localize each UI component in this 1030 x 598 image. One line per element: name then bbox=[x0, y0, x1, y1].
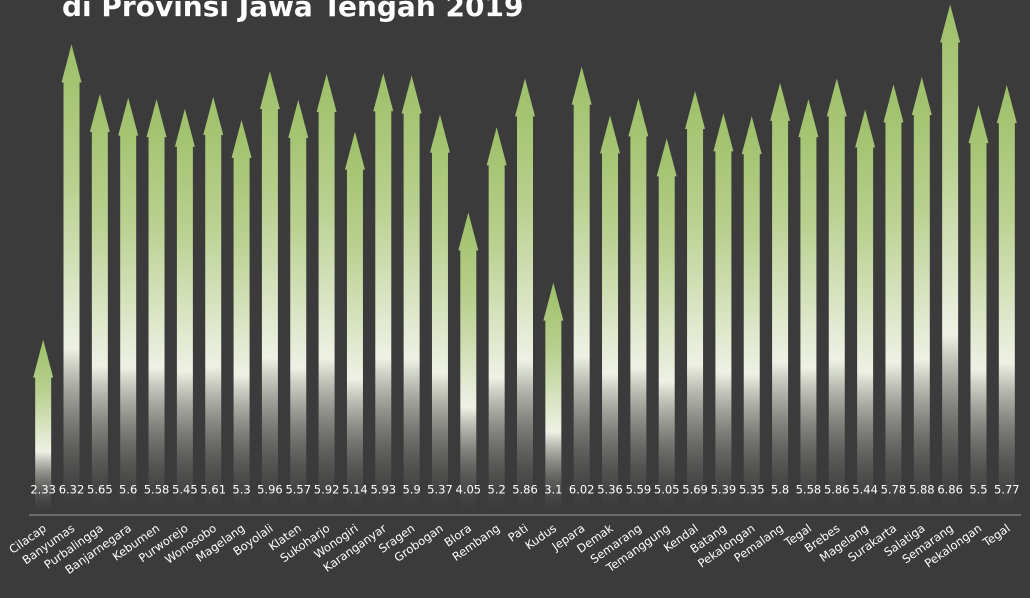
value-label: 2.33 bbox=[30, 483, 56, 497]
arrow-bar bbox=[515, 78, 535, 513]
arrow-bar bbox=[373, 73, 394, 512]
arrow-bar bbox=[146, 99, 167, 513]
arrow-bar bbox=[600, 115, 621, 512]
arrow-bar bbox=[231, 119, 252, 513]
value-label: 5.05 bbox=[654, 483, 680, 497]
value-label: 5.69 bbox=[682, 483, 708, 497]
arrow-bar bbox=[656, 138, 677, 512]
arrow-bar bbox=[940, 4, 961, 513]
value-label: 5.78 bbox=[881, 483, 907, 497]
value-label: 4.05 bbox=[456, 483, 482, 497]
value-label: 5.39 bbox=[711, 483, 737, 497]
arrow-bar bbox=[798, 99, 819, 513]
arrow-bar bbox=[911, 76, 932, 513]
value-label: 5.9 bbox=[402, 483, 420, 497]
chart-title: di Provinsi Jawa Tengah 2019 bbox=[62, 0, 523, 23]
arrow-bar bbox=[33, 339, 54, 512]
arrow-bar bbox=[741, 116, 762, 512]
arrow-bar bbox=[344, 131, 365, 513]
arrow-bar bbox=[826, 78, 847, 513]
value-label: 5.88 bbox=[909, 483, 935, 497]
arrow-bar bbox=[770, 82, 791, 512]
arrow-bar bbox=[61, 44, 82, 512]
value-label: 5.57 bbox=[285, 483, 311, 497]
arrow-bar bbox=[713, 113, 734, 513]
arrow-bar bbox=[429, 114, 450, 513]
value-label: 5.58 bbox=[144, 483, 170, 497]
arrow-bar bbox=[288, 99, 309, 512]
value-label: 5.58 bbox=[796, 483, 822, 497]
value-label: 5.45 bbox=[172, 483, 198, 497]
value-label: 5.6 bbox=[119, 483, 137, 497]
arrow-bar bbox=[118, 97, 139, 513]
value-label: 5.86 bbox=[824, 483, 850, 497]
arrow-bar bbox=[571, 66, 592, 512]
value-label: 5.8 bbox=[771, 483, 789, 497]
value-label: 6.02 bbox=[569, 483, 595, 497]
arrow-bar bbox=[883, 84, 904, 513]
value-label: 5.3 bbox=[232, 483, 250, 497]
value-label: 5.37 bbox=[427, 483, 453, 497]
value-label: 5.59 bbox=[626, 483, 652, 497]
arrow-bar bbox=[316, 73, 337, 513]
value-label: 5.35 bbox=[739, 483, 765, 497]
arrow-bar bbox=[89, 93, 110, 512]
arrow-bar bbox=[855, 109, 876, 512]
arrow-bar bbox=[628, 98, 649, 512]
arrow-bar bbox=[968, 105, 989, 512]
value-label: 5.96 bbox=[257, 483, 283, 497]
arrow-bar bbox=[486, 127, 507, 512]
arrow-bar bbox=[203, 96, 224, 512]
value-label: 5.44 bbox=[852, 483, 878, 497]
arrow-bar bbox=[259, 71, 280, 512]
arrow-bar bbox=[543, 282, 564, 512]
value-label: 6.86 bbox=[937, 483, 963, 497]
value-label: 6.32 bbox=[59, 483, 85, 497]
value-label: 5.77 bbox=[994, 483, 1020, 497]
value-label: 5.93 bbox=[370, 483, 396, 497]
value-label: 5.5 bbox=[969, 483, 987, 497]
value-label: 5.36 bbox=[597, 483, 623, 497]
arrow-bar bbox=[996, 85, 1017, 513]
value-label: 5.86 bbox=[512, 483, 538, 497]
value-label: 5.14 bbox=[342, 483, 368, 497]
arrow-bar bbox=[458, 212, 479, 513]
value-label: 5.65 bbox=[87, 483, 113, 497]
arrow-bar bbox=[401, 75, 422, 513]
value-label: 5.92 bbox=[314, 483, 340, 497]
value-label: 3.1 bbox=[544, 483, 562, 497]
value-label: 5.2 bbox=[488, 483, 506, 497]
value-label: 5.61 bbox=[200, 483, 226, 497]
arrow-bar bbox=[174, 108, 195, 513]
arrow-bar bbox=[685, 91, 706, 512]
